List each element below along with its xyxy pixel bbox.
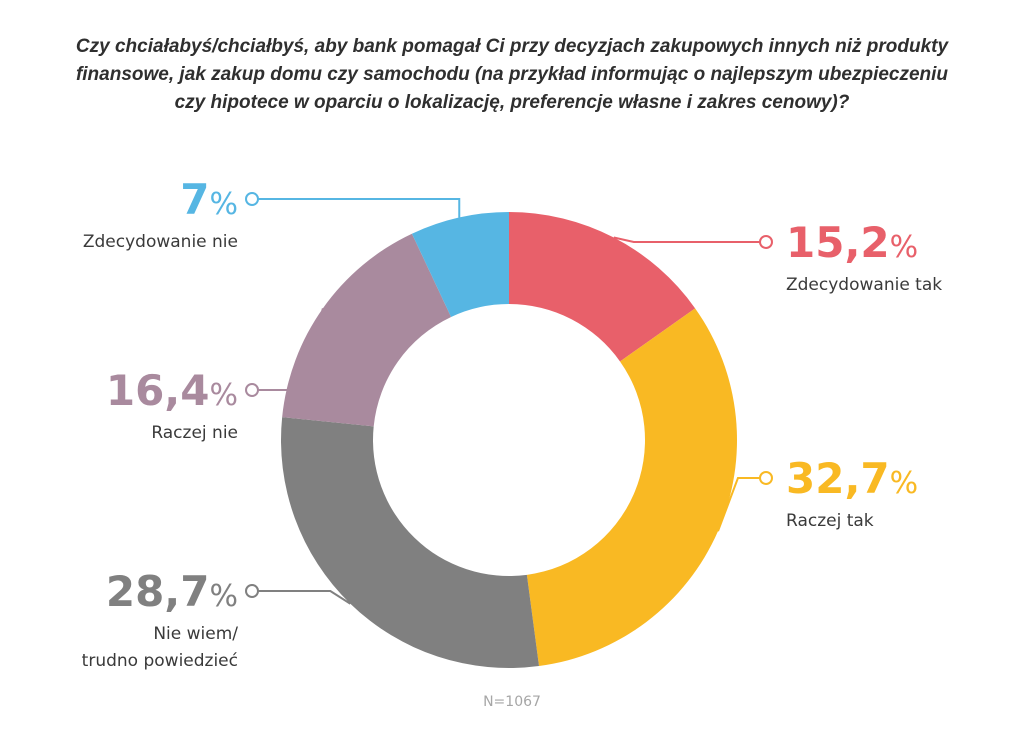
data-label-1: 15,2%	[786, 218, 918, 267]
chart-title-line-3: czy hipotece w oparciu o lokalizację, pr…	[174, 92, 850, 113]
donut-slice-1	[509, 212, 696, 362]
category-label-3: Nie wiem/	[153, 624, 238, 644]
data-label-5: 7%	[180, 175, 238, 224]
data-label-2: 32,7%	[786, 454, 918, 503]
leader-marker-3	[245, 584, 259, 598]
leader-marker-5	[245, 192, 259, 206]
donut-slice-5	[411, 212, 509, 317]
leader-marker-4	[245, 383, 259, 397]
category-label-5: Zdecydowanie nie	[83, 232, 238, 252]
leader-marker-2	[759, 471, 773, 485]
leader-line-4	[258, 308, 324, 391]
chart-title-line-2: finansowe, jak zakup domu czy samochodu …	[75, 64, 949, 85]
donut-slice-4	[282, 233, 452, 427]
leader-line-5	[258, 198, 461, 218]
category-label-2: Raczej tak	[786, 511, 874, 531]
leader-marker-1	[759, 235, 773, 249]
category-label-4: Raczej nie	[151, 423, 238, 443]
data-label-3: 28,7%	[106, 567, 238, 616]
data-label-4: 16,4%	[106, 366, 238, 415]
leader-line-2	[717, 477, 760, 532]
leader-line-3	[258, 590, 351, 605]
donut-slice-3	[280, 417, 539, 668]
leader-line-1	[613, 236, 760, 243]
chart-title: Czy chciałabyś/chciałbyś, aby bank pomag…	[40, 33, 984, 117]
donut-slice-2	[526, 308, 737, 667]
category-label-1: Zdecydowanie tak	[786, 275, 942, 295]
sample-size-note: N=1067	[483, 694, 541, 710]
chart-title-line-1: Czy chciałabyś/chciałbyś, aby bank pomag…	[75, 36, 949, 57]
category-label-3: trudno powiedzieć	[82, 651, 238, 671]
